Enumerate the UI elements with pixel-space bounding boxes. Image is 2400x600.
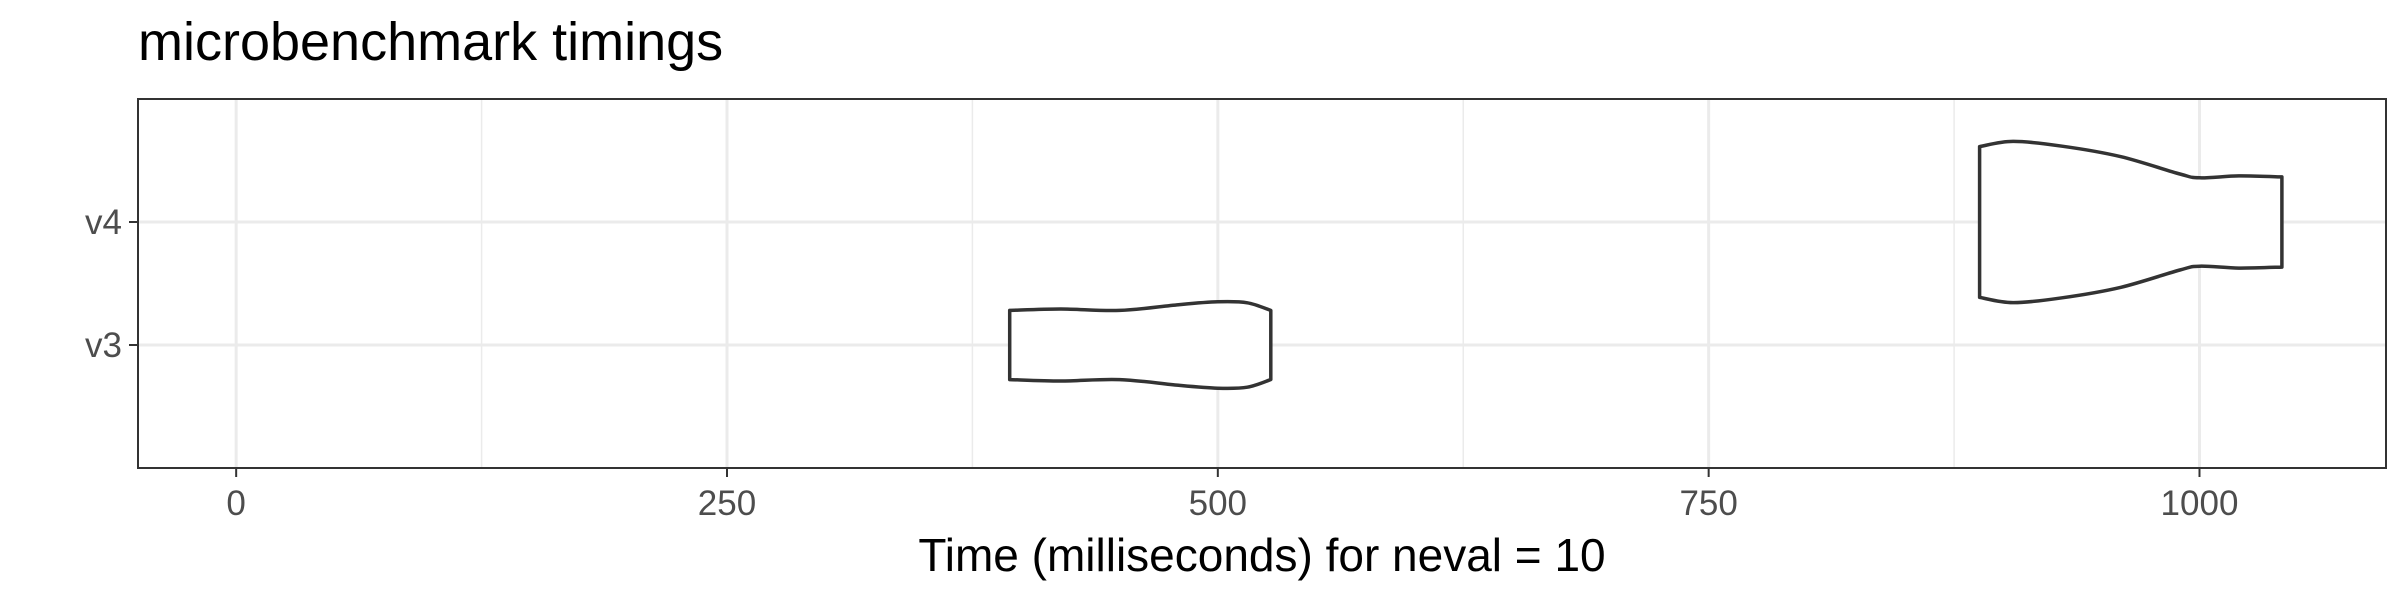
axes: 0 250 500 750 1000 v3 v4 [85, 203, 2238, 523]
x-axis-title: Time (milliseconds) for neval = 10 [918, 529, 1605, 581]
x-tick-label: 500 [1189, 484, 1247, 523]
x-tick-label: 250 [698, 484, 756, 523]
x-tick-label: 1000 [2161, 484, 2239, 523]
violin-v3 [1007, 299, 1273, 391]
y-tick-label: v4 [85, 203, 122, 242]
x-tick-label: 0 [226, 484, 245, 523]
violins [1007, 139, 2284, 391]
violin-v4 [1977, 139, 2284, 305]
y-tick-label: v3 [85, 326, 122, 365]
x-tick-label: 750 [1679, 484, 1737, 523]
chart-title: microbenchmark timings [138, 12, 723, 72]
plot-panel-border [137, 98, 2387, 469]
